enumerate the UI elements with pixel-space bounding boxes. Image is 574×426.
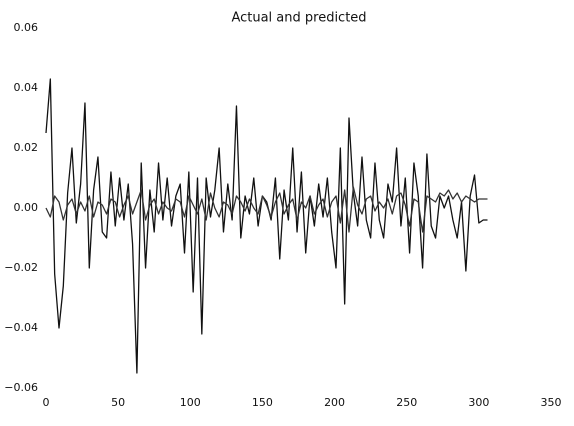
y-tick-label: 0.02 (14, 141, 39, 154)
x-tick-label: 250 (396, 396, 417, 409)
chart-title: Actual and predicted (231, 11, 366, 26)
x-tick-label: 100 (180, 396, 201, 409)
x-tick-label: 0 (43, 396, 50, 409)
y-tick-label: 0.06 (14, 21, 39, 34)
y-tick-label: 0.04 (14, 81, 39, 94)
series-line (45, 78, 488, 374)
x-tick-label: 300 (468, 396, 489, 409)
y-tick-label: −0.02 (4, 261, 38, 274)
y-tick-label: 0.00 (14, 201, 39, 214)
x-tick-label: 200 (324, 396, 345, 409)
y-tick-label: −0.06 (4, 381, 38, 394)
y-tick-label: −0.04 (4, 321, 38, 334)
x-tick-label: 150 (252, 396, 273, 409)
series-line (45, 186, 488, 233)
x-tick-label: 50 (111, 396, 125, 409)
x-tick-label: 350 (541, 396, 562, 409)
